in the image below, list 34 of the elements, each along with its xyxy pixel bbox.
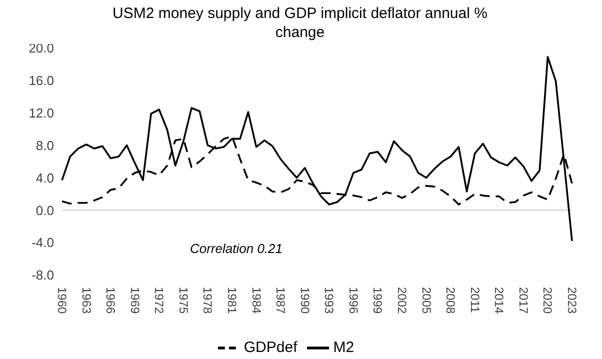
x-tick-label: 1966 <box>104 287 118 314</box>
x-tick-label: 1981 <box>225 287 239 314</box>
x-tick-label: 2014 <box>492 287 506 314</box>
x-tick-label: 1993 <box>322 287 336 314</box>
x-tick-label: 1969 <box>128 287 142 314</box>
legend-label: GDPdef <box>244 338 298 356</box>
x-tick-label: 1960 <box>55 287 69 314</box>
y-tick-label: 8.0 <box>36 138 54 153</box>
x-tick-label: 2017 <box>516 287 530 314</box>
x-tick-label: 2008 <box>444 287 458 314</box>
y-tick-label: -8.0 <box>32 268 54 283</box>
legend-label: M2 <box>333 338 354 356</box>
annotation: Correlation 0.21 <box>190 241 282 256</box>
x-tick-label: 2020 <box>540 287 555 314</box>
x-tick-label: 1990 <box>298 287 312 314</box>
x-tick-label: 1972 <box>152 287 166 314</box>
x-tick-label: 2005 <box>419 287 434 314</box>
y-tick-label: 0.0 <box>36 202 54 218</box>
x-tick-label: 1975 <box>176 287 190 314</box>
chart-title: USM2 money supply and GDP implicit deflator annual % change <box>112 4 488 42</box>
line-series <box>61 56 573 242</box>
x-tick-label: 1996 <box>346 287 360 314</box>
x-tick-label: 1999 <box>370 287 385 314</box>
y-tick-label: -4.0 <box>32 235 54 250</box>
x-tick-label: 2011 <box>468 287 482 314</box>
x-tick-label: 2023 <box>565 287 579 314</box>
x-tick-label: 2002 <box>395 287 409 314</box>
y-tick-label: 16.0 <box>28 73 54 88</box>
y-tick-label: 4.0 <box>36 170 54 186</box>
x-tick-label: 1984 <box>249 287 264 314</box>
x-tick-label: 1978 <box>200 287 215 314</box>
x-tick-label: 1987 <box>274 287 288 314</box>
x-tick-label: 1963 <box>79 287 94 314</box>
y-tick-label: 12.0 <box>28 105 54 120</box>
